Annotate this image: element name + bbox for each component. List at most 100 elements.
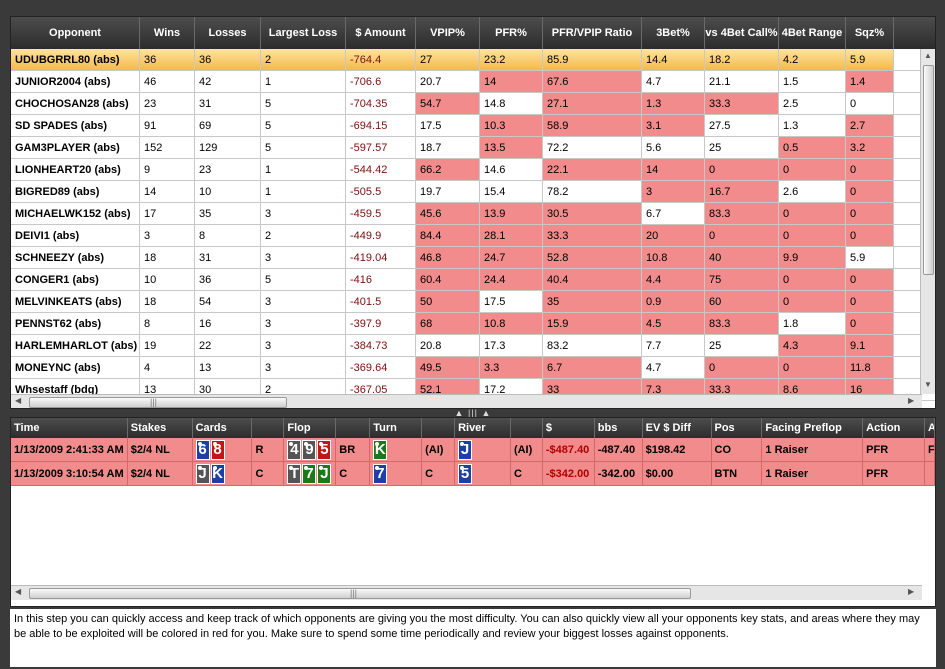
column-header-time[interactable]: Time bbox=[11, 418, 128, 438]
opponent-row[interactable]: JUNIOR2004 (abs) 46 42 1 -706.6 20.7 14 67.6 4.7… bbox=[11, 71, 935, 93]
opponent-row[interactable]: SCHNEEZY (abs) 18 31 3 -419.04 46.8 24.7 52.8 10… bbox=[11, 247, 935, 269]
cell-amount: -416 bbox=[346, 269, 416, 290]
opponent-row[interactable]: CONGER1 (abs) 10 36 5 -416 60.4 24.4 40.4 4.4 75 0… bbox=[11, 269, 935, 291]
column-header-amount[interactable]: $ Amount bbox=[346, 17, 416, 49]
column-header-pfr-vpip-ratio[interactable]: PFR/VPIP Ratio bbox=[543, 17, 642, 49]
cell-vpip: 20.7 bbox=[416, 71, 480, 92]
column-header-3bet[interactable]: 3Bet% bbox=[642, 17, 705, 49]
panel-splitter[interactable]: ▲ ||| ▲ bbox=[440, 409, 506, 418]
opponents-horizontal-scrollbar[interactable]: ◀ ||| ▶ bbox=[11, 394, 922, 408]
column-header-facing-preflop[interactable]: Facing Preflop bbox=[762, 418, 864, 438]
cell-vs-4bet-call: 0 bbox=[705, 357, 779, 378]
column-header-turn-action[interactable] bbox=[422, 418, 456, 438]
column-header-flop-action[interactable] bbox=[336, 418, 371, 438]
cell-vpip: 27 bbox=[416, 49, 480, 70]
opponent-row[interactable]: PENNST62 (abs) 8 16 3 -397.9 68 10.8 15.9 4.5 83.… bbox=[11, 313, 935, 335]
playing-card: 5 bbox=[458, 463, 473, 484]
hand-row[interactable]: 1/13/2009 3:10:54 AM $2/4 NL J K C T 7 J C 7 C 5 C -$… bbox=[11, 462, 935, 486]
opponent-row[interactable]: SD SPADES (abs) 91 69 5 -694.15 17.5 10.3 58.9 3… bbox=[11, 115, 935, 137]
playing-card: 6 bbox=[195, 439, 210, 460]
cell-losses: 54 bbox=[195, 291, 261, 312]
opponent-row[interactable]: BIGRED89 (abs) 14 10 1 -505.5 19.7 15.4 78.2 3 16… bbox=[11, 181, 935, 203]
info-description: In this step you can quickly access and … bbox=[10, 609, 936, 667]
cell-turn: K bbox=[370, 438, 423, 461]
cell-largest-loss: 1 bbox=[261, 181, 346, 202]
cell-vs-4bet-call: 60 bbox=[705, 291, 779, 312]
column-header-amount[interactable]: $ bbox=[543, 418, 595, 438]
cell-wins: 13 bbox=[140, 379, 195, 400]
cell-largest-loss: 5 bbox=[261, 269, 346, 290]
cell-4bet-range: 0 bbox=[779, 225, 846, 246]
opponent-row[interactable]: MELVINKEATS (abs) 18 54 3 -401.5 50 17.5 35 0.9 6… bbox=[11, 291, 935, 313]
cell-wins: 46 bbox=[140, 71, 195, 92]
column-header-losses[interactable]: Losses bbox=[195, 17, 261, 49]
cell-amount: -704.35 bbox=[346, 93, 416, 114]
cell-losses: 22 bbox=[195, 335, 261, 356]
opponent-row[interactable]: DEIVI1 (abs) 3 8 2 -449.9 84.4 28.1 33.3 20 0 0 0 bbox=[11, 225, 935, 247]
opponents-vertical-scrollbar[interactable]: ▲ ▼ bbox=[920, 49, 935, 394]
cell-bbs: -342.00 bbox=[595, 462, 643, 485]
column-header-cards[interactable]: Cards bbox=[193, 418, 253, 438]
scroll-left-icon[interactable]: ◀ bbox=[15, 587, 22, 596]
scroll-down-icon[interactable]: ▼ bbox=[924, 380, 932, 389]
cell-pfr: 3.3 bbox=[480, 357, 543, 378]
cell-vpip: 49.5 bbox=[416, 357, 480, 378]
column-header-pfr[interactable]: PFR% bbox=[480, 17, 543, 49]
cell-wins: 18 bbox=[140, 247, 195, 268]
cell-vs-4bet-call: 21.1 bbox=[705, 71, 779, 92]
horizontal-scroll-thumb[interactable]: ||| bbox=[29, 397, 287, 408]
column-header-vpip[interactable]: VPIP% bbox=[416, 17, 480, 49]
cell-losses: 129 bbox=[195, 137, 261, 158]
cell-opponent: MELVINKEATS (abs) bbox=[11, 291, 140, 312]
column-header-stakes[interactable]: Stakes bbox=[128, 418, 193, 438]
cell-sqz: 0 bbox=[846, 203, 894, 224]
column-header-vs-4bet-call[interactable]: vs 4Bet Call% bbox=[705, 17, 779, 49]
cell-pfr: 24.7 bbox=[480, 247, 543, 268]
opponent-row[interactable]: UDUBGRRL80 (abs) 36 36 2 -764.4 27 23.2 85.9 14.… bbox=[11, 49, 935, 71]
cell-sqz: 0 bbox=[846, 225, 894, 246]
column-header-wins[interactable]: Wins bbox=[140, 17, 195, 49]
opponent-row[interactable]: MONEYNC (abs) 4 13 3 -369.64 49.5 3.3 6.7 4.7 0 0 1… bbox=[11, 357, 935, 379]
opponent-row[interactable]: CHOCHOSAN28 (abs) 23 31 5 -704.35 54.7 14.8 27.… bbox=[11, 93, 935, 115]
cell-wins: 36 bbox=[140, 49, 195, 70]
column-header-bbs[interactable]: bbs bbox=[595, 418, 643, 438]
column-header-river[interactable]: River bbox=[455, 418, 511, 438]
scroll-up-icon[interactable]: ▲ bbox=[924, 51, 932, 60]
cell-pfr: 24.4 bbox=[480, 269, 543, 290]
cell-losses: 31 bbox=[195, 93, 261, 114]
column-header-opponent[interactable]: Opponent bbox=[11, 17, 140, 49]
cell-sqz: 5.9 bbox=[846, 49, 894, 70]
column-header-flop[interactable]: Flop bbox=[284, 418, 337, 438]
column-header-river-action[interactable] bbox=[511, 418, 543, 438]
hand-row[interactable]: 1/13/2009 2:41:33 AM $2/4 NL 6 8 R 4 9 5 BR K (AI)… bbox=[11, 438, 935, 462]
opponent-row[interactable]: GAM3PLAYER (abs) 152 129 5 -597.57 18.7 13.5 72… bbox=[11, 137, 935, 159]
hands-panel: Time Stakes Cards Flop Turn River $ bbs EV $ Dif… bbox=[10, 417, 936, 607]
horizontal-scroll-thumb[interactable]: ||| bbox=[29, 588, 691, 599]
column-header-action[interactable]: Action bbox=[863, 418, 926, 438]
cell-amount: -449.9 bbox=[346, 225, 416, 246]
column-header-extra[interactable]: A bbox=[925, 418, 935, 438]
cell-wins: 3 bbox=[140, 225, 195, 246]
scroll-right-icon[interactable]: ▶ bbox=[908, 587, 915, 596]
cell-losses: 36 bbox=[195, 49, 261, 70]
scroll-left-icon[interactable]: ◀ bbox=[15, 396, 22, 405]
cell-pfr: 13.5 bbox=[480, 137, 543, 158]
cell-sqz: 0 bbox=[846, 93, 894, 114]
column-header-ev-diff[interactable]: EV $ Diff bbox=[643, 418, 712, 438]
column-header-sqz[interactable]: Sqz% bbox=[846, 17, 894, 49]
vertical-scroll-thumb[interactable] bbox=[923, 65, 934, 275]
hands-horizontal-scrollbar[interactable]: ◀ ||| ▶ bbox=[11, 585, 922, 600]
column-header-turn[interactable]: Turn bbox=[370, 418, 423, 438]
opponent-row[interactable]: MICHAELWK152 (abs) 17 35 3 -459.5 45.6 13.9 30.… bbox=[11, 203, 935, 225]
column-header-preflop-action[interactable] bbox=[252, 418, 285, 438]
opponent-row[interactable]: LIONHEART20 (abs) 9 23 1 -544.42 66.2 14.6 22.1… bbox=[11, 159, 935, 181]
column-header-largest-loss[interactable]: Largest Loss bbox=[261, 17, 346, 49]
opponent-row[interactable]: HARLEMHARLOT (abs) 19 22 3 -384.73 20.8 17.3 83… bbox=[11, 335, 935, 357]
column-header-position[interactable]: Pos bbox=[712, 418, 763, 438]
cell-4bet-range: 1.5 bbox=[779, 71, 846, 92]
column-header-4bet-range[interactable]: 4Bet Range bbox=[779, 17, 846, 49]
scroll-right-icon[interactable]: ▶ bbox=[908, 396, 915, 405]
cell-amount: -597.57 bbox=[346, 137, 416, 158]
